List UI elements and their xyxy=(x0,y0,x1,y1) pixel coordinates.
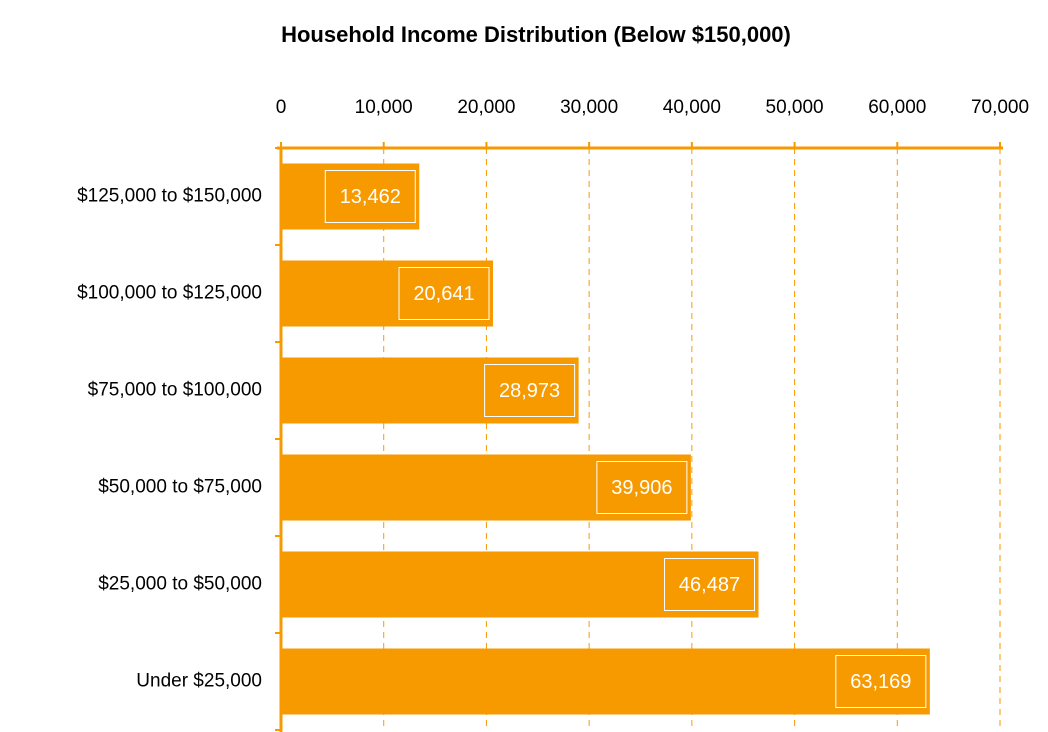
chart-title: Household Income Distribution (Below $15… xyxy=(281,22,791,47)
bar xyxy=(281,357,579,424)
x-tick-label: 0 xyxy=(276,97,287,118)
value-label: 39,906 xyxy=(611,477,672,499)
bar xyxy=(281,551,759,618)
x-tick-label: 60,000 xyxy=(868,97,926,118)
bar xyxy=(281,163,420,230)
y-tick-label: $75,000 to $100,000 xyxy=(88,380,262,401)
value-label: 13,462 xyxy=(340,186,401,208)
y-tick-label: $100,000 to $125,000 xyxy=(77,283,262,304)
value-label: 20,641 xyxy=(413,283,474,305)
value-label-box xyxy=(484,364,576,417)
value-label-box xyxy=(835,655,927,708)
y-tick-label: $50,000 to $75,000 xyxy=(98,477,262,498)
value-label-box xyxy=(663,558,755,611)
x-tick-label: 40,000 xyxy=(663,97,721,118)
value-label-box xyxy=(398,267,490,320)
bar xyxy=(281,454,691,521)
x-tick-label: 50,000 xyxy=(766,97,824,118)
x-tick-label: 70,000 xyxy=(971,97,1029,118)
value-label: 46,487 xyxy=(679,574,740,596)
bar xyxy=(281,648,930,715)
x-tick-label: 20,000 xyxy=(457,97,515,118)
x-tick-label: 10,000 xyxy=(355,97,413,118)
y-tick-label: $125,000 to $150,000 xyxy=(77,186,262,207)
bar xyxy=(281,260,494,327)
value-label-box xyxy=(324,170,416,223)
value-label: 63,169 xyxy=(850,671,911,693)
x-tick-label: 30,000 xyxy=(560,97,618,118)
y-tick-label: $25,000 to $50,000 xyxy=(98,574,262,595)
y-tick-label: Under $25,000 xyxy=(136,671,262,692)
value-label: 28,973 xyxy=(499,380,560,402)
value-label-box xyxy=(596,461,688,514)
